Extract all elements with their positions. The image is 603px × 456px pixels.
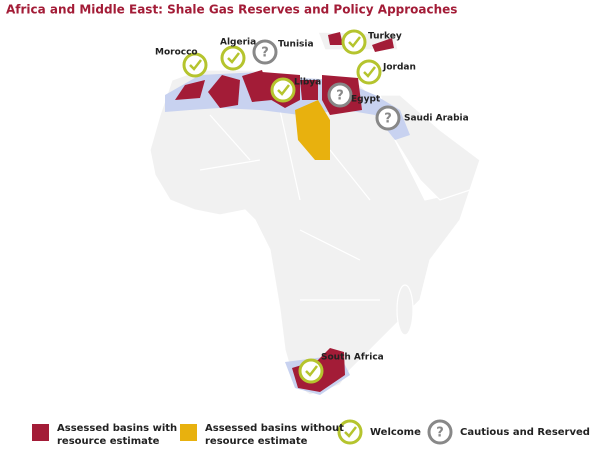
country-label: Jordan: [382, 63, 416, 73]
cautious-icon: ?: [427, 419, 453, 445]
legend-swatch: [32, 424, 49, 441]
icon-circle: [327, 82, 353, 108]
icon-circle: [356, 59, 382, 85]
icon-circle: [341, 29, 367, 55]
icon-circle: [298, 358, 324, 384]
question-mark: ?: [336, 89, 344, 104]
check-mark: [277, 84, 290, 96]
welcome-icon: [182, 52, 208, 78]
basin-unassessed: [295, 100, 330, 160]
welcome-icon: [298, 358, 324, 384]
country-label: Saudi Arabia: [404, 114, 469, 124]
check-mark: [344, 426, 357, 438]
country-label: Tunisia: [278, 40, 314, 50]
country-label: South Africa: [321, 353, 384, 363]
legend-label: Welcome: [370, 427, 421, 438]
welcome-icon: [337, 419, 363, 445]
icon-circle: [252, 39, 278, 65]
country-label: Turkey: [368, 32, 402, 42]
icon-circle: [182, 52, 208, 78]
icon-circle: [220, 45, 246, 71]
question-mark: ?: [436, 426, 444, 441]
question-mark: ?: [384, 112, 392, 127]
icon-circle: [337, 419, 363, 445]
welcome-icon: [220, 45, 246, 71]
land: [149, 31, 481, 396]
welcome-icon: [270, 77, 296, 103]
cautious-icon: ?: [252, 39, 278, 65]
welcome-icon: [341, 29, 367, 55]
welcome-icon: [356, 59, 382, 85]
check-mark: [189, 59, 202, 71]
legend-label: Assessed basins without: [205, 423, 344, 434]
country-label: Morocco: [155, 48, 198, 58]
icon-circle: [270, 77, 296, 103]
legend-label: resource estimate: [57, 436, 160, 447]
map-title: Africa and Middle East: Shale Gas Reserv…: [6, 3, 457, 17]
cautious-icon: ?: [327, 82, 353, 108]
legend-label: resource estimate: [205, 436, 308, 447]
legend-label: Cautious and Reserved: [460, 427, 590, 438]
check-mark: [348, 36, 361, 48]
legend-label: Assessed basins with: [57, 423, 177, 434]
icon-circle: [427, 419, 453, 445]
country-label: Algeria: [220, 38, 256, 48]
check-mark: [305, 365, 318, 377]
country-label: Libya: [294, 78, 321, 88]
icon-circle: [375, 105, 401, 131]
check-mark: [227, 52, 240, 64]
country-label: Egypt: [351, 95, 381, 105]
cautious-icon: ?: [375, 105, 401, 131]
question-mark: ?: [261, 46, 269, 61]
legend-swatch: [180, 424, 197, 441]
check-mark: [363, 66, 376, 78]
